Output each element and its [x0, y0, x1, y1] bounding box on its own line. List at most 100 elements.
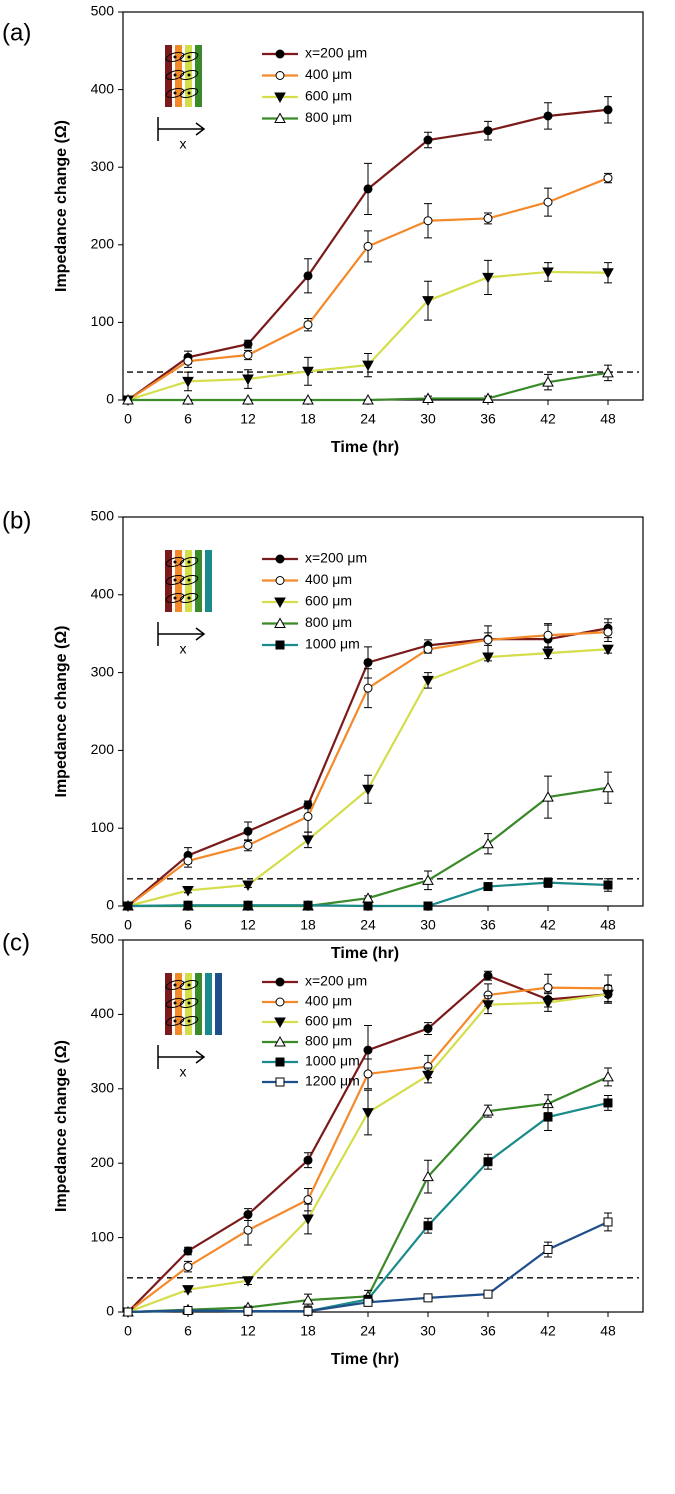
marker: [483, 971, 493, 981]
y-tick-label: 300: [91, 158, 115, 174]
marker: [242, 880, 254, 892]
marker: [183, 856, 193, 866]
inset-label: x: [180, 136, 187, 152]
marker: [303, 812, 313, 822]
x-tick-label: 0: [124, 411, 132, 427]
x-tick-label: 12: [240, 411, 256, 427]
marker: [243, 1225, 253, 1235]
inset-nucleus: [187, 73, 191, 77]
marker: [422, 392, 434, 403]
panel-label: (b): [2, 507, 31, 534]
legend-label: 800 μm: [305, 109, 352, 125]
y-tick-label: 400: [91, 1005, 115, 1021]
marker: [303, 1195, 313, 1205]
y-tick-label: 300: [91, 663, 115, 679]
inset-nucleus: [187, 983, 191, 987]
marker: [363, 657, 373, 667]
marker: [423, 1221, 433, 1231]
x-tick-label: 36: [480, 1323, 496, 1339]
marker: [423, 644, 433, 654]
x-tick-label: 0: [124, 917, 132, 933]
y-tick-label: 100: [91, 1228, 115, 1244]
marker: [243, 1306, 253, 1316]
marker: [303, 1155, 313, 1165]
marker: [275, 1057, 285, 1067]
inset-nucleus: [173, 91, 177, 95]
marker: [602, 644, 614, 656]
y-tick-label: 400: [91, 80, 115, 96]
marker: [483, 1289, 493, 1299]
x-tick-label: 12: [240, 1323, 256, 1339]
y-tick-label: 200: [91, 741, 115, 757]
legend-label: 400 μm: [305, 66, 352, 82]
marker: [183, 1262, 193, 1272]
marker: [182, 376, 194, 388]
y-tick-label: 500: [91, 931, 115, 947]
marker: [602, 781, 614, 793]
panel-label: (a): [2, 19, 31, 46]
marker: [274, 112, 286, 123]
legend-label: 600 μm: [305, 88, 352, 104]
marker: [183, 1246, 193, 1256]
marker: [423, 135, 433, 145]
marker: [603, 1217, 613, 1227]
y-axis-label: Impedance change (Ω): [53, 120, 70, 292]
marker: [483, 635, 493, 645]
legend-label: 800 μm: [305, 1033, 352, 1049]
inset-cell: [179, 1015, 199, 1027]
marker: [302, 366, 314, 378]
marker: [423, 1293, 433, 1303]
marker: [274, 597, 286, 609]
panel-label: (c): [2, 929, 30, 956]
marker: [363, 1045, 373, 1055]
marker: [274, 1035, 286, 1047]
marker: [302, 1214, 314, 1226]
inset-nucleus: [187, 596, 191, 600]
legend-label: x=200 μm: [305, 45, 367, 61]
y-tick-label: 500: [91, 508, 115, 524]
marker: [182, 1285, 194, 1296]
marker: [482, 837, 494, 849]
marker: [242, 1276, 254, 1287]
inset-arrowhead: [195, 627, 206, 641]
marker: [274, 92, 286, 104]
marker: [483, 882, 493, 892]
marker: [602, 268, 614, 279]
marker: [242, 393, 254, 405]
marker: [602, 366, 614, 378]
inset-nucleus: [173, 560, 177, 564]
inset-stripe: [205, 550, 212, 612]
marker: [123, 1307, 133, 1317]
marker: [543, 630, 553, 640]
marker: [362, 393, 374, 405]
inset-nucleus: [173, 73, 177, 77]
marker: [482, 392, 494, 403]
inset-nucleus: [187, 55, 191, 59]
legend-label: 1000 μm: [305, 636, 360, 652]
marker: [303, 271, 313, 281]
marker: [423, 1024, 433, 1034]
legend-label: x=200 μm: [305, 550, 367, 566]
marker: [422, 1170, 434, 1182]
inset-nucleus: [173, 1001, 177, 1005]
y-tick-label: 500: [91, 3, 115, 19]
inset-label: x: [180, 641, 187, 657]
inset-stripe: [195, 45, 202, 107]
marker: [543, 1245, 553, 1255]
marker: [422, 296, 434, 307]
marker: [483, 213, 493, 223]
marker: [423, 216, 433, 226]
marker: [302, 393, 314, 405]
marker: [303, 320, 313, 330]
x-tick-label: 42: [540, 411, 556, 427]
marker: [243, 840, 253, 850]
marker: [274, 617, 286, 628]
marker: [422, 1070, 434, 1082]
y-tick-label: 200: [91, 236, 115, 252]
marker: [543, 111, 553, 121]
inset-nucleus: [173, 596, 177, 600]
inset-stripe: [175, 45, 182, 107]
x-tick-label: 6: [184, 917, 192, 933]
marker: [543, 1112, 553, 1122]
inset-nucleus: [187, 91, 191, 95]
